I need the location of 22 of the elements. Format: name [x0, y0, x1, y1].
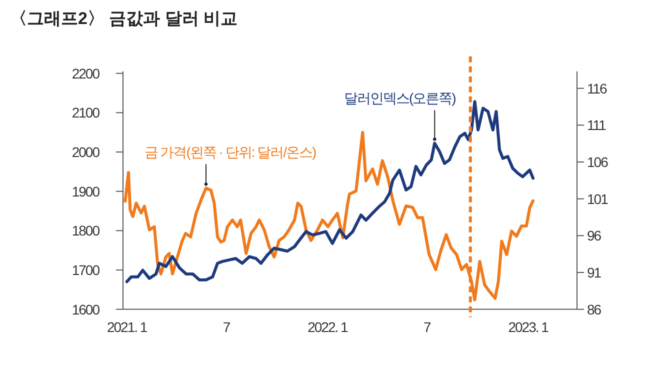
x-tick-label: 7 — [424, 319, 432, 335]
y-tick-label: 1800 — [72, 222, 100, 239]
series-label: 달러인덱스(오른쪽) — [344, 90, 456, 106]
y-tick-label: 1900 — [72, 183, 100, 200]
y2-tick-label: 96 — [587, 228, 602, 244]
x-tick-label: 2021. 1 — [106, 319, 148, 335]
y2-tick-label: 86 — [587, 301, 602, 318]
y2-tick-label: 101 — [587, 190, 609, 207]
y2-tick-label: 106 — [587, 154, 609, 170]
y-tick-label: 2000 — [72, 144, 100, 160]
chart-title: 〈그래프2〉 금값과 달러 비교 — [10, 9, 238, 28]
x-tick-label: 7 — [222, 319, 231, 335]
y-tick-label: 2100 — [72, 104, 100, 121]
x-tick-label: 2023. 1 — [508, 319, 550, 335]
y2-tick-label: 116 — [587, 80, 608, 96]
y-tick-label: 1600 — [72, 301, 100, 318]
y2-tick-label: 111 — [587, 117, 606, 134]
y-tick-label: 1700 — [72, 262, 100, 278]
series-label: 금 가격(왼쪽 · 단위: 달러/온스) — [144, 144, 316, 160]
y-tick-label: 2200 — [72, 65, 100, 82]
x-tick-label: 2022. 1 — [308, 319, 349, 335]
y2-tick-label: 91 — [587, 264, 602, 280]
